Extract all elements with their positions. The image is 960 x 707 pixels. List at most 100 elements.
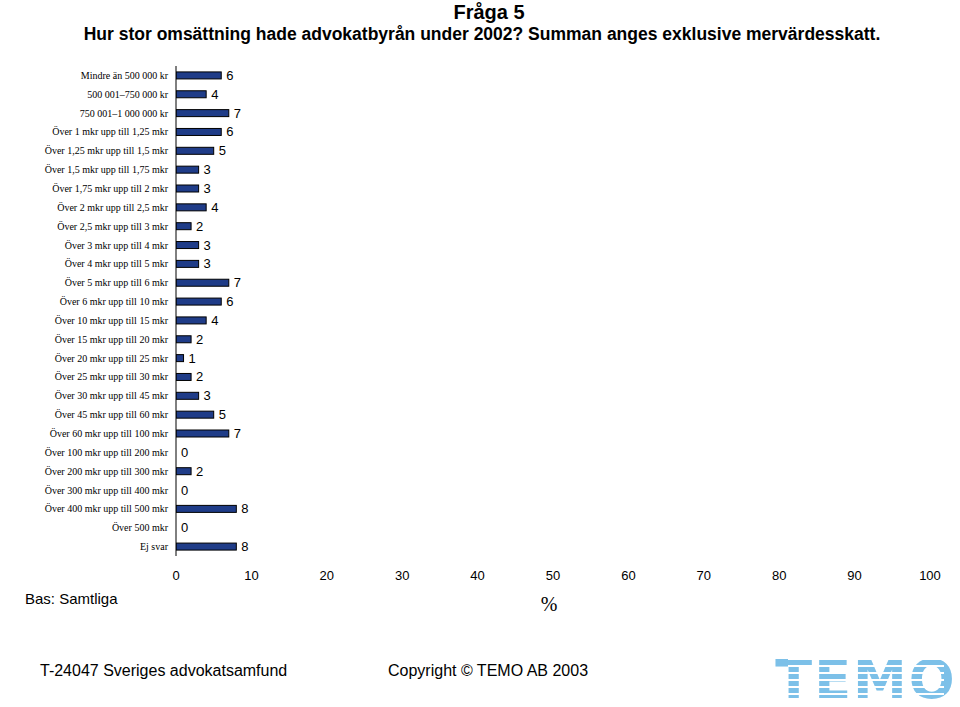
logo: TEMO <box>775 648 956 707</box>
bar <box>176 430 229 437</box>
category-label: Över 6 mkr upp till 10 mkr <box>60 296 169 307</box>
bar <box>176 298 221 305</box>
data-label: 7 <box>234 106 241 121</box>
data-label: 8 <box>241 539 248 554</box>
bar <box>176 223 191 230</box>
tick-label: 10 <box>244 568 258 583</box>
tick-label: 50 <box>546 568 560 583</box>
category-label: 500 001–750 000 kr <box>87 89 169 100</box>
bar <box>176 336 191 343</box>
category-label: Ej svar <box>140 541 169 552</box>
category-label: Över 30 mkr upp till 45 mkr <box>55 390 169 401</box>
bar <box>176 110 229 117</box>
tick-label: 70 <box>697 568 711 583</box>
data-label: 3 <box>204 181 211 196</box>
logo-stripe <box>788 679 944 681</box>
data-label: 2 <box>196 369 203 384</box>
category-label: Över 200 mkr upp till 300 mkr <box>45 466 169 477</box>
tick-label: 20 <box>320 568 334 583</box>
data-label: 6 <box>226 294 233 309</box>
footer-center: Copyright © TEMO AB 2003 <box>388 662 588 679</box>
bar <box>176 147 214 154</box>
category-label: Över 1 mkr upp till 1,25 mkr <box>52 126 168 137</box>
subtitle: Hur stor omsättning hade advokatbyrån un… <box>84 24 881 44</box>
data-label: 2 <box>196 219 203 234</box>
tick-label: 30 <box>395 568 409 583</box>
logo-stripe <box>788 693 944 695</box>
logo-stripe <box>788 686 944 688</box>
category-label: Över 60 mkr upp till 100 mkr <box>50 428 169 439</box>
tick-label: 0 <box>172 568 179 583</box>
data-label: 5 <box>219 407 226 422</box>
data-label: 3 <box>204 388 211 403</box>
bar <box>176 279 229 286</box>
bar <box>176 355 184 362</box>
tick-label: 40 <box>470 568 484 583</box>
logo-stripe <box>788 672 944 674</box>
bar <box>176 373 191 380</box>
category-label: Över 1,75 mkr upp till 2 mkr <box>52 183 168 194</box>
category-label: Över 15 mkr upp till 20 mkr <box>55 334 169 345</box>
axis-label: % <box>541 593 558 615</box>
bar <box>176 72 221 79</box>
tick-label: 100 <box>919 568 941 583</box>
bar <box>176 317 206 324</box>
category-label: Över 1,25 mkr upp till 1,5 mkr <box>45 145 169 156</box>
data-label: 6 <box>226 124 233 139</box>
data-label: 4 <box>211 200 218 215</box>
tick-label: 60 <box>621 568 635 583</box>
bar <box>176 91 206 98</box>
category-label: Över 4 mkr upp till 5 mkr <box>65 258 169 269</box>
data-label: 2 <box>196 464 203 479</box>
category-label: Över 300 mkr upp till 400 mkr <box>45 485 169 496</box>
bar <box>176 543 236 550</box>
tick-label: 90 <box>847 568 861 583</box>
bar <box>176 505 236 512</box>
data-label: 8 <box>241 501 248 516</box>
category-label: Över 25 mkr upp till 30 mkr <box>55 371 169 382</box>
bar <box>176 128 221 135</box>
data-label: 1 <box>189 351 196 366</box>
bar <box>176 260 199 267</box>
data-label: 0 <box>181 520 188 535</box>
tick-label: 80 <box>772 568 786 583</box>
bar <box>176 185 199 192</box>
bar <box>176 411 214 418</box>
category-label: Över 20 mkr upp till 25 mkr <box>55 353 169 364</box>
data-label: 7 <box>234 426 241 441</box>
annotation: Bas: Samtliga <box>25 590 118 607</box>
logo-stripe <box>788 658 944 660</box>
category-label: Över 2,5 mkr upp till 3 mkr <box>57 221 168 232</box>
footer-left: T-24047 Sveriges advokatsamfund <box>40 662 287 679</box>
category-label: Över 1,5 mkr upp till 1,75 mkr <box>45 164 169 175</box>
y-axis-line <box>176 66 177 556</box>
category-label: Över 3 mkr upp till 4 mkr <box>65 240 169 251</box>
category-label: Över 5 mkr upp till 6 mkr <box>65 277 169 288</box>
data-label: 6 <box>226 68 233 83</box>
data-label: 2 <box>196 332 203 347</box>
data-label: 4 <box>211 313 218 328</box>
data-label: 5 <box>219 143 226 158</box>
bars <box>176 72 236 550</box>
category-label: 750 001–1 000 000 kr <box>80 108 169 119</box>
category-label: Över 500 mkr <box>112 522 169 533</box>
category-label: Över 10 mkr upp till 15 mkr <box>55 315 169 326</box>
bar <box>176 166 199 173</box>
category-label: Mindre än 500 000 kr <box>81 70 169 81</box>
bar <box>176 204 206 211</box>
chart: Fråga 5Hur stor omsättning hade advokatb… <box>0 0 960 707</box>
category-label: Över 100 mkr upp till 200 mkr <box>45 447 169 458</box>
category-label: Över 45 mkr upp till 60 mkr <box>55 409 169 420</box>
data-label: 7 <box>234 275 241 290</box>
data-label: 3 <box>204 162 211 177</box>
bar <box>176 392 199 399</box>
title: Fråga 5 <box>453 1 524 23</box>
bar <box>176 468 191 475</box>
category-label: Över 400 mkr upp till 500 mkr <box>45 503 169 514</box>
bar <box>176 242 199 249</box>
data-label: 0 <box>181 445 188 460</box>
category-label: Över 2 mkr upp till 2,5 mkr <box>57 202 168 213</box>
data-label: 3 <box>204 238 211 253</box>
data-label: 0 <box>181 483 188 498</box>
data-label: 4 <box>211 87 218 102</box>
